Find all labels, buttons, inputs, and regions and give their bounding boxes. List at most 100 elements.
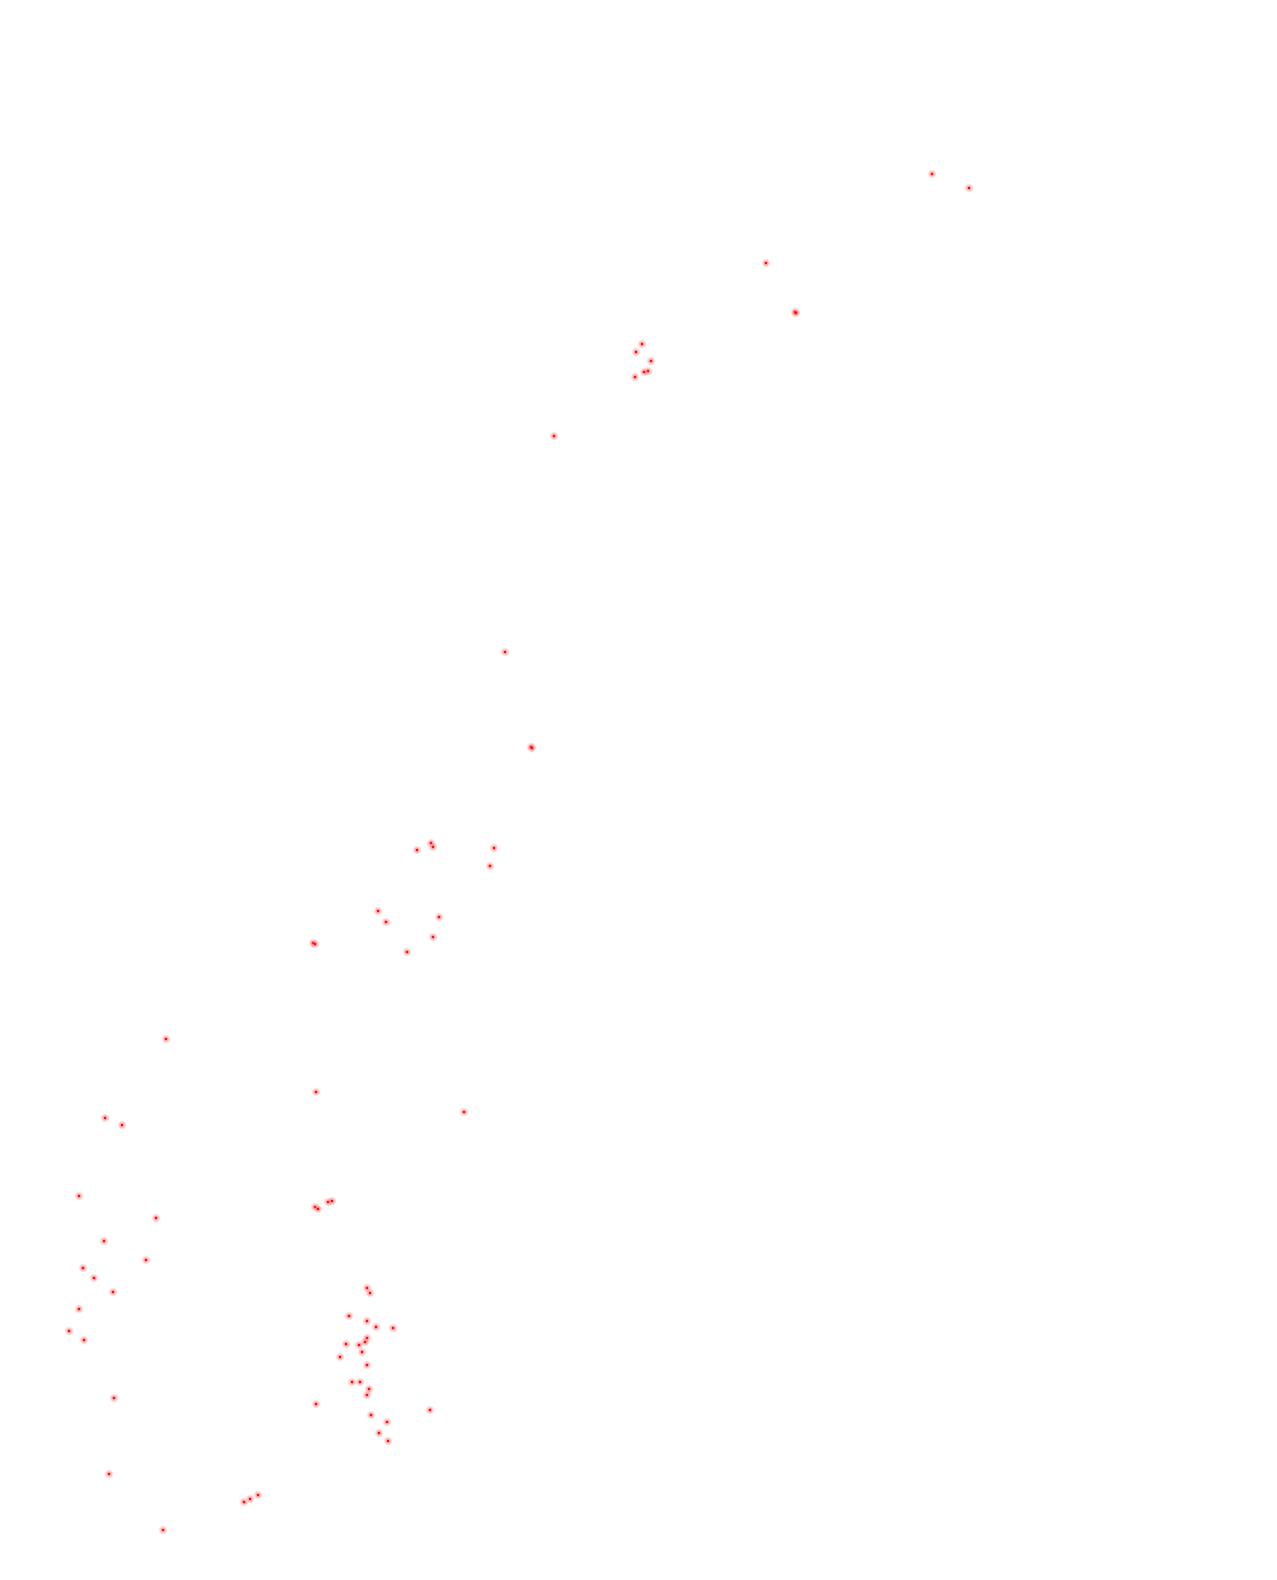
map-marker bbox=[100, 1113, 110, 1123]
map-marker bbox=[64, 1326, 74, 1336]
marker-dot bbox=[144, 1258, 148, 1262]
marker-dot bbox=[365, 1286, 369, 1290]
marker-dot bbox=[161, 1528, 165, 1532]
marker-dot bbox=[314, 1090, 318, 1094]
marker-dot bbox=[365, 1363, 369, 1367]
map-marker bbox=[373, 906, 383, 916]
map-marker bbox=[371, 1322, 381, 1332]
marker-dot bbox=[111, 1290, 115, 1294]
marker-dot bbox=[67, 1329, 71, 1333]
marker-dot bbox=[164, 1037, 168, 1041]
marker-dot bbox=[363, 1340, 367, 1344]
marker-dot bbox=[316, 1207, 320, 1211]
map-marker bbox=[355, 1377, 365, 1387]
map-marker bbox=[311, 1399, 321, 1409]
map-marker bbox=[362, 1390, 372, 1400]
map-marker bbox=[141, 1255, 151, 1265]
marker-dot bbox=[81, 1266, 85, 1270]
map-marker bbox=[637, 339, 647, 349]
map-marker bbox=[500, 647, 510, 657]
map-marker bbox=[335, 1352, 345, 1362]
marker-dot bbox=[248, 1497, 252, 1501]
map-marker bbox=[639, 367, 649, 377]
marker-dot bbox=[642, 370, 646, 374]
marker-dot bbox=[365, 1319, 369, 1323]
marker-dot bbox=[344, 1342, 348, 1346]
marker-dot bbox=[634, 350, 638, 354]
map-marker bbox=[549, 431, 559, 441]
map-marker bbox=[791, 308, 801, 318]
map-marker bbox=[109, 1393, 119, 1403]
map-marker bbox=[311, 1087, 321, 1097]
marker-dot bbox=[386, 1439, 390, 1443]
map-marker bbox=[108, 1287, 118, 1297]
map-marker bbox=[365, 1288, 375, 1298]
map-marker bbox=[381, 917, 391, 927]
map-marker bbox=[151, 1213, 161, 1223]
map-marker bbox=[646, 356, 656, 366]
marker-dot bbox=[313, 942, 317, 946]
map-marker bbox=[761, 258, 771, 268]
map-marker bbox=[489, 843, 499, 853]
map-marker bbox=[347, 1377, 357, 1387]
map-marker bbox=[158, 1525, 168, 1535]
marker-dot bbox=[112, 1396, 116, 1400]
marker-dot bbox=[314, 1402, 318, 1406]
map-marker bbox=[927, 169, 937, 179]
marker-dot bbox=[330, 1199, 334, 1203]
map-marker bbox=[366, 1410, 376, 1420]
map-marker bbox=[527, 743, 537, 753]
map-marker bbox=[104, 1469, 114, 1479]
map-marker bbox=[412, 845, 422, 855]
map-marker bbox=[383, 1436, 393, 1446]
map-marker bbox=[434, 912, 444, 922]
marker-dot bbox=[107, 1472, 111, 1476]
map-marker bbox=[99, 1236, 109, 1246]
marker-dot bbox=[77, 1194, 81, 1198]
marker-dot bbox=[369, 1413, 373, 1417]
map-marker bbox=[161, 1034, 171, 1044]
map-marker bbox=[79, 1335, 89, 1345]
marker-dot bbox=[368, 1291, 372, 1295]
map-marker bbox=[402, 947, 412, 957]
map-marker bbox=[428, 842, 438, 852]
map-marker bbox=[239, 1497, 249, 1507]
map-marker bbox=[341, 1339, 351, 1349]
marker-dot bbox=[431, 845, 435, 849]
map-marker bbox=[313, 1204, 323, 1214]
marker-dot bbox=[360, 1350, 364, 1354]
marker-dot bbox=[649, 359, 653, 363]
marker-dot bbox=[385, 1420, 389, 1424]
map-marker bbox=[388, 1323, 398, 1333]
marker-dot bbox=[338, 1355, 342, 1359]
markers-layer bbox=[64, 169, 974, 1535]
marker-dot bbox=[102, 1239, 106, 1243]
map-marker bbox=[382, 1417, 392, 1427]
marker-dot bbox=[794, 311, 798, 315]
map-marker bbox=[485, 861, 495, 871]
marker-dot bbox=[552, 434, 556, 438]
marker-dot bbox=[633, 375, 637, 379]
marker-dot bbox=[82, 1338, 86, 1342]
marker-dot bbox=[492, 846, 496, 850]
marker-dot bbox=[530, 746, 534, 750]
marker-dot bbox=[347, 1314, 351, 1318]
marker-dot bbox=[77, 1307, 81, 1311]
marker-dot bbox=[437, 915, 441, 919]
map-marker bbox=[357, 1347, 367, 1357]
marker-dot bbox=[256, 1493, 260, 1497]
marker-dot bbox=[967, 186, 971, 190]
marker-dot bbox=[357, 1343, 361, 1347]
map-marker bbox=[362, 1316, 372, 1326]
marker-dot bbox=[242, 1500, 246, 1504]
marker-dot bbox=[103, 1116, 107, 1120]
map-marker bbox=[428, 932, 438, 942]
marker-dot bbox=[503, 650, 507, 654]
marker-dot bbox=[405, 950, 409, 954]
marker-dot bbox=[377, 1431, 381, 1435]
marker-dot bbox=[365, 1393, 369, 1397]
marker-dot bbox=[428, 1408, 432, 1412]
marker-dot bbox=[391, 1326, 395, 1330]
marker-dot bbox=[930, 172, 934, 176]
map-marker bbox=[310, 939, 320, 949]
